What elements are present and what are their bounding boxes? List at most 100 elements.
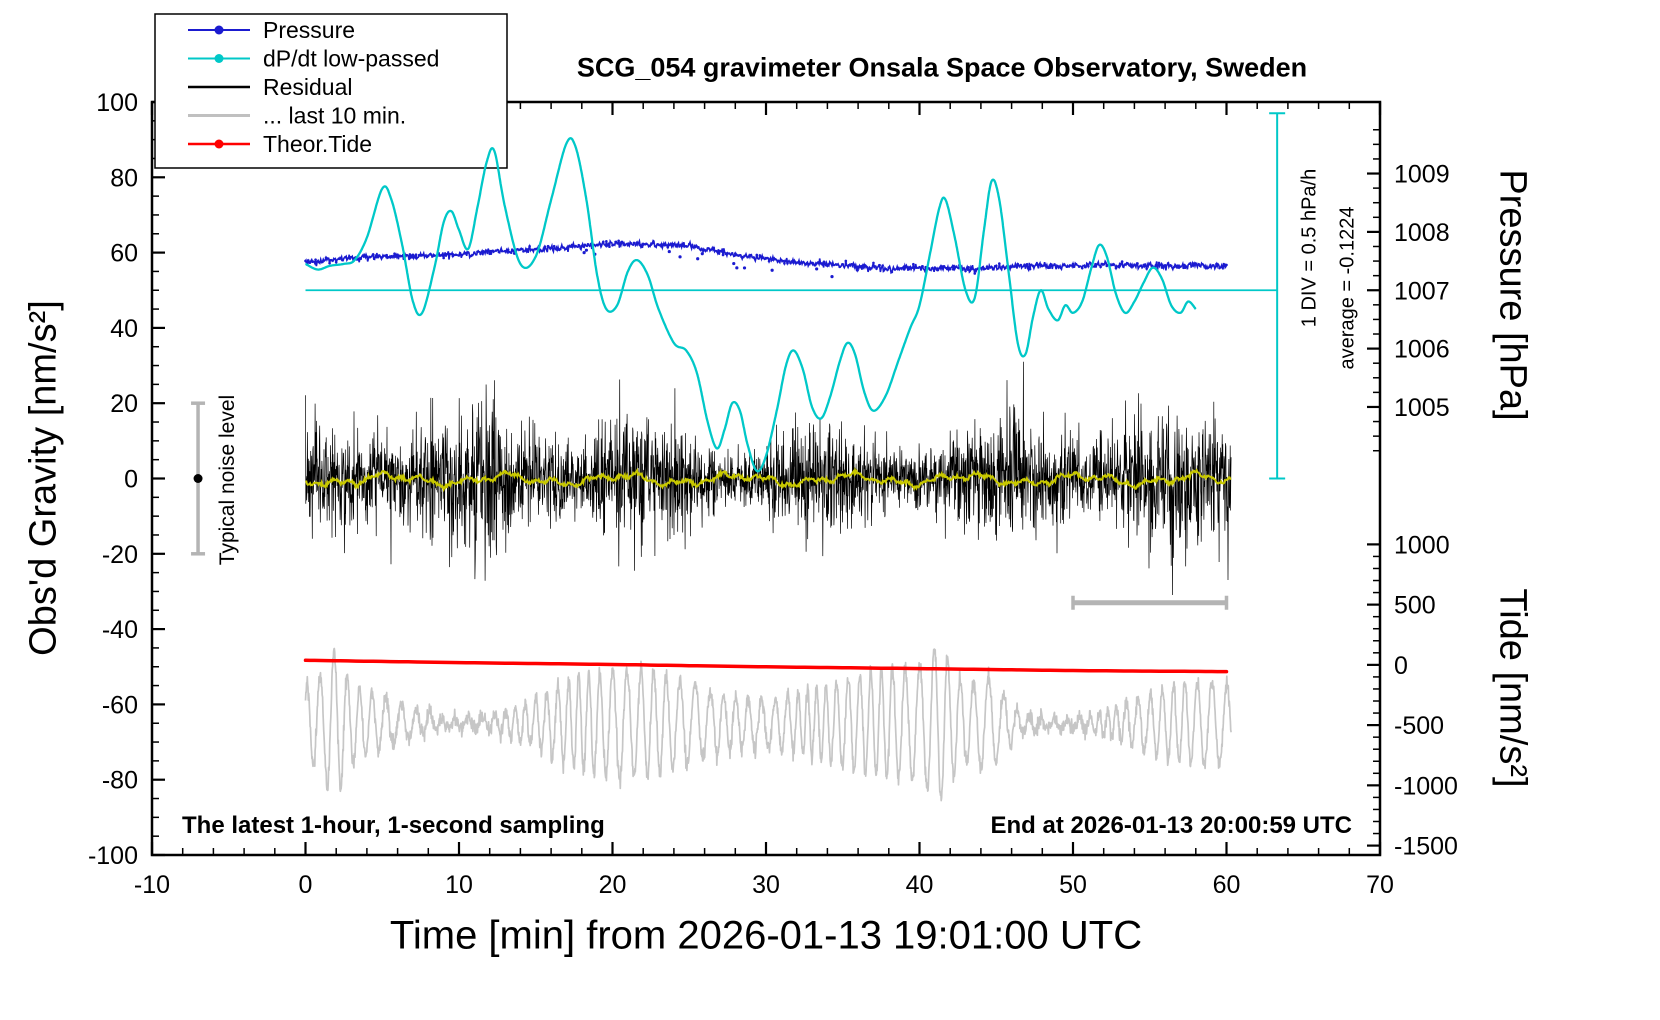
pressure-tick-label: 1005 [1394, 394, 1450, 422]
pressure-dot [899, 266, 903, 270]
pressure-dot [1031, 264, 1035, 268]
pressure-dot [973, 272, 977, 275]
pressure-dot [908, 265, 912, 269]
pressure-dot [887, 266, 891, 269]
pressure-dot [546, 244, 550, 248]
pressure-dot [1077, 265, 1081, 268]
pressure-dot [691, 244, 694, 247]
y-tick-label: 80 [110, 164, 138, 192]
pressure-dot [801, 261, 805, 264]
pressure-dot [1188, 262, 1191, 265]
pressure-dot [663, 243, 666, 247]
pressure-dot [1211, 264, 1215, 267]
pressure-dot [795, 261, 798, 265]
pressure-dot [439, 254, 442, 257]
pressure-dot [522, 250, 525, 253]
pressure-dot [893, 268, 897, 271]
pressure-dot [1117, 265, 1121, 269]
pressure-dot [350, 255, 353, 259]
legend-marker-dot [214, 54, 224, 63]
x-tick-label: 50 [1059, 871, 1087, 899]
pressure-dot [430, 253, 433, 257]
pressure-dot [337, 257, 341, 261]
pressure-dot [304, 259, 307, 263]
pressure-dot [1016, 262, 1020, 266]
pressure-dot [598, 243, 602, 246]
pressure-dot [328, 261, 331, 265]
pressure-dot [1191, 261, 1195, 265]
pressure-dot [829, 261, 832, 265]
pressure-dot [488, 252, 492, 256]
pressure-dot [816, 261, 820, 264]
pressure-dot [681, 244, 685, 247]
pressure-dot [577, 243, 581, 247]
pressure-dot [460, 253, 464, 257]
pressure-dot [583, 243, 587, 247]
pressure-dot [626, 243, 630, 247]
pressure-dot [494, 249, 498, 252]
y-tick-label: 40 [110, 315, 138, 343]
pressure-dot [684, 244, 688, 248]
pressure-dot [758, 254, 762, 257]
pressure-dot [614, 240, 617, 244]
pressure-dot [601, 240, 605, 244]
pressure-dot [945, 267, 949, 271]
pressure-dot [835, 263, 838, 266]
pressure-dot [469, 254, 473, 258]
pressure-dot [562, 246, 565, 249]
pressure-dot [838, 265, 841, 269]
pressure-dot [384, 254, 387, 257]
pressure-dot [629, 241, 633, 245]
pressure-dot [479, 252, 482, 256]
pressure-dot [374, 255, 378, 259]
pressure-dot [1093, 265, 1096, 268]
average-note: average = -0.1224 [1336, 206, 1359, 370]
pressure-dot [635, 241, 639, 244]
legend-box [154, 13, 508, 169]
noise-level-dot [193, 474, 203, 483]
pressure-dot [678, 244, 682, 247]
pressure-dot [1004, 266, 1007, 270]
pressure-dot [308, 261, 311, 264]
pressure-dot [611, 244, 614, 247]
pressure-dot [580, 244, 584, 248]
pressure-dot [552, 244, 556, 248]
pressure-dot [936, 268, 940, 272]
pressure-dot [881, 264, 884, 267]
pressure-dot [399, 254, 402, 258]
pressure-dot [491, 249, 495, 253]
pressure-dot [697, 246, 700, 249]
pressure-dot [1087, 265, 1090, 268]
pressure-dot [445, 252, 449, 256]
pressure-dot [786, 262, 789, 265]
dpdt-trace [304, 137, 1197, 473]
y-axis-title-gravity: Obs'd Gravity [nm/s²] [22, 300, 65, 656]
x-tick-label: 0 [299, 871, 313, 899]
x-tick-label: 40 [906, 871, 934, 899]
pressure-dot [804, 262, 808, 266]
pressure-dot [414, 253, 418, 256]
pressure-dot [632, 241, 636, 245]
pressure-dot [1025, 263, 1029, 266]
pressure-dot [869, 267, 872, 271]
axes: -10 0 10 20 30 40 50 60 70-100-80-60-40-20020406… [88, 89, 1458, 899]
pressure-dot [623, 243, 627, 247]
pressure-dot [884, 267, 888, 271]
pressure-dot [500, 249, 504, 253]
pressure-dot [1157, 261, 1161, 265]
pressure-dot [442, 256, 445, 260]
legend-label: Theor.Tide [263, 131, 372, 157]
pressure-stray-dot [582, 251, 586, 255]
pressure-dot [783, 262, 786, 265]
legend-label: Pressure [263, 17, 355, 43]
pressure-dot [427, 254, 430, 257]
pressure-dot [324, 256, 328, 259]
pressure-tick-label: 1009 [1394, 161, 1450, 189]
pressure-dot [930, 267, 934, 270]
pressure-dot [1105, 264, 1109, 268]
pressure-dot [638, 243, 642, 247]
pressure-dot [1215, 262, 1218, 266]
pressure-dot [734, 252, 737, 255]
y-tick-label: -20 [102, 541, 138, 569]
pressure-dot [1053, 263, 1056, 266]
